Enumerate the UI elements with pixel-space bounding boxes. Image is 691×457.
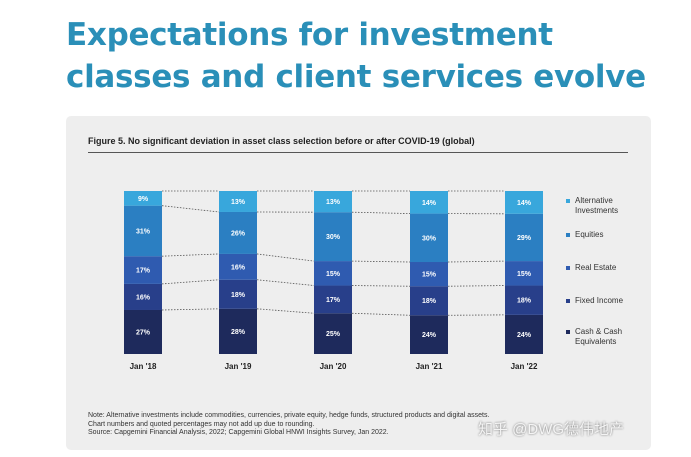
x-tick-label: Jan '21 [416, 362, 443, 371]
connector-line [447, 285, 506, 287]
legend-swatch [566, 330, 570, 334]
data-label: 18% [517, 298, 532, 305]
data-label: 24% [422, 332, 437, 339]
data-label: 17% [136, 268, 151, 275]
data-label: 13% [326, 199, 341, 206]
legend-swatch [566, 199, 570, 203]
bar-segment [505, 285, 543, 315]
legend-label: Real Estate [575, 263, 617, 272]
data-label: 28% [231, 329, 246, 336]
data-label: 9% [138, 196, 149, 203]
bar-segment [124, 283, 162, 310]
bar-segment [505, 191, 543, 214]
data-label: 14% [517, 200, 532, 207]
connector-line [447, 260, 506, 263]
bar-segment [314, 191, 352, 213]
note-line: Note: Alternative investments include co… [88, 412, 490, 419]
connector-line [161, 253, 220, 257]
bar-segment [124, 205, 162, 257]
data-label: 26% [231, 230, 246, 237]
data-label: 31% [136, 228, 151, 235]
connector-line [351, 285, 411, 287]
connector-line [351, 211, 411, 214]
connector-line [256, 253, 315, 262]
bar-segment [505, 213, 543, 262]
bar-segment [505, 314, 543, 354]
bar-segment [314, 285, 352, 314]
figure-card: Figure 5. No significant deviation in as… [66, 116, 651, 450]
bar-segment [410, 286, 448, 316]
bar-segment [219, 253, 257, 280]
figure-title: Figure 5. No significant deviation in as… [88, 136, 475, 146]
bar-segment [314, 212, 352, 262]
legend-label: Equities [575, 230, 604, 239]
data-label: 25% [326, 331, 341, 338]
figure-title-rule [88, 152, 628, 153]
bar-segment [314, 313, 352, 354]
legend-label: Cash & Cash Equivalents [575, 327, 623, 346]
bar-segment [219, 279, 257, 309]
connector-line [161, 205, 220, 213]
data-label: 17% [326, 297, 341, 304]
data-label: 15% [422, 272, 437, 279]
bar-segment [124, 309, 162, 354]
bar-segment [124, 191, 162, 206]
page-headline: Expectations for investment classes and … [66, 17, 646, 95]
source-line: Source: Capgemini Financial Analysis, 20… [88, 429, 389, 436]
connector-line [256, 279, 315, 286]
legend-swatch [566, 233, 570, 237]
watermark: 知乎 @DWG德伟地产 [478, 421, 625, 438]
connector-line [351, 260, 411, 263]
stacked-bar-chart: 27% 28% 25% 24% 24% 16% 18% 17% 18% 18% 17% 16% 15% 1… [124, 190, 543, 371]
x-tick-label: Jan '18 [130, 362, 157, 371]
bar-segment [410, 262, 448, 287]
data-label: 27% [136, 329, 151, 336]
bar-segment [219, 211, 257, 254]
bar-segment [219, 191, 257, 212]
legend-label: Alternative Investments [575, 196, 619, 215]
data-label: 29% [517, 235, 532, 242]
connector-line [256, 308, 315, 314]
data-label: 15% [326, 271, 341, 278]
data-label: 15% [517, 271, 532, 278]
bar-segment [505, 261, 543, 286]
connector-line [161, 308, 220, 311]
data-label: 14% [422, 200, 437, 207]
connector-line [161, 279, 220, 285]
legend-label: Fixed Income [575, 296, 624, 305]
data-label: 30% [422, 235, 437, 242]
bar-segment [410, 315, 448, 354]
legend-swatch [566, 266, 570, 270]
figure-notes: Note: Alternative investments include co… [88, 412, 648, 438]
legend-swatch [566, 299, 570, 303]
x-tick-label: Jan '22 [511, 362, 538, 371]
bar-segment [124, 256, 162, 284]
bar-segment [314, 261, 352, 286]
bar-segment [410, 191, 448, 214]
bar-segment [219, 308, 257, 354]
x-tick-label: Jan '20 [320, 362, 347, 371]
data-label: 18% [231, 292, 246, 299]
x-tick-label: Jan '19 [225, 362, 252, 371]
data-label: 24% [517, 332, 532, 339]
data-label: 16% [231, 264, 246, 271]
connector-line [351, 312, 411, 316]
note-line: Chart numbers and quoted percentages may… [88, 420, 315, 428]
bar-segment [410, 213, 448, 263]
data-label: 13% [231, 199, 246, 206]
data-label: 30% [326, 234, 341, 241]
data-label: 18% [422, 298, 437, 305]
data-label: 16% [136, 294, 151, 301]
